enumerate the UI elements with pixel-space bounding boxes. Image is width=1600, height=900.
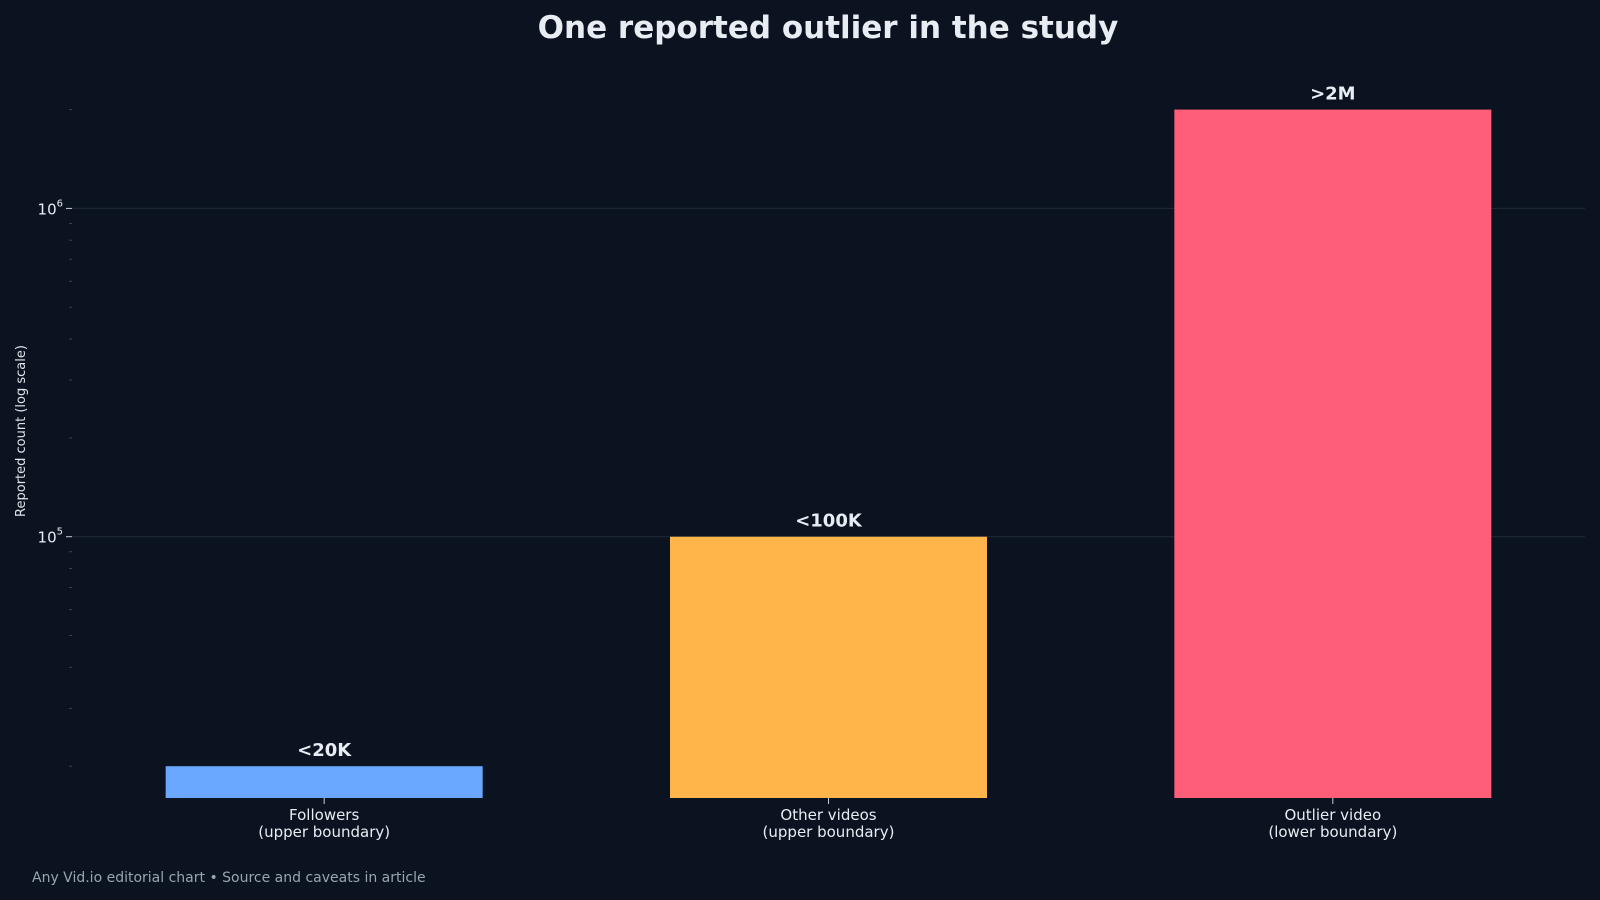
category-labels: Followers (upper boundary) Other videos (up…	[258, 798, 1397, 841]
chart-title: One reported outlier in the study	[538, 10, 1119, 46]
bar-value-label-2: >2M	[1310, 84, 1356, 105]
bars	[165, 109, 1492, 799]
bar-value-labels: <20K <100K >2M	[297, 84, 1355, 762]
category-label-0: Followers (upper boundary)	[258, 806, 390, 841]
y-axis-label: Reported count (log scale)	[14, 345, 29, 517]
y-tick-label-1: 106	[38, 198, 63, 218]
footer-note: Any Vid.io editorial chart • Source and …	[32, 870, 426, 886]
bar-2	[1174, 109, 1492, 799]
category-label-1: Other videos (upper boundary)	[763, 806, 895, 841]
bar-1	[670, 536, 987, 798]
y-tick-label-0: 105	[38, 527, 63, 547]
bar-value-label-1: <100K	[795, 511, 863, 532]
bar-value-label-0: <20K	[297, 740, 352, 761]
y-axis-ticks: 105 106	[38, 198, 72, 547]
bar-0	[165, 766, 483, 798]
minor-ticks	[69, 109, 72, 767]
category-label-2: Outlier video (lower boundary)	[1268, 806, 1397, 841]
